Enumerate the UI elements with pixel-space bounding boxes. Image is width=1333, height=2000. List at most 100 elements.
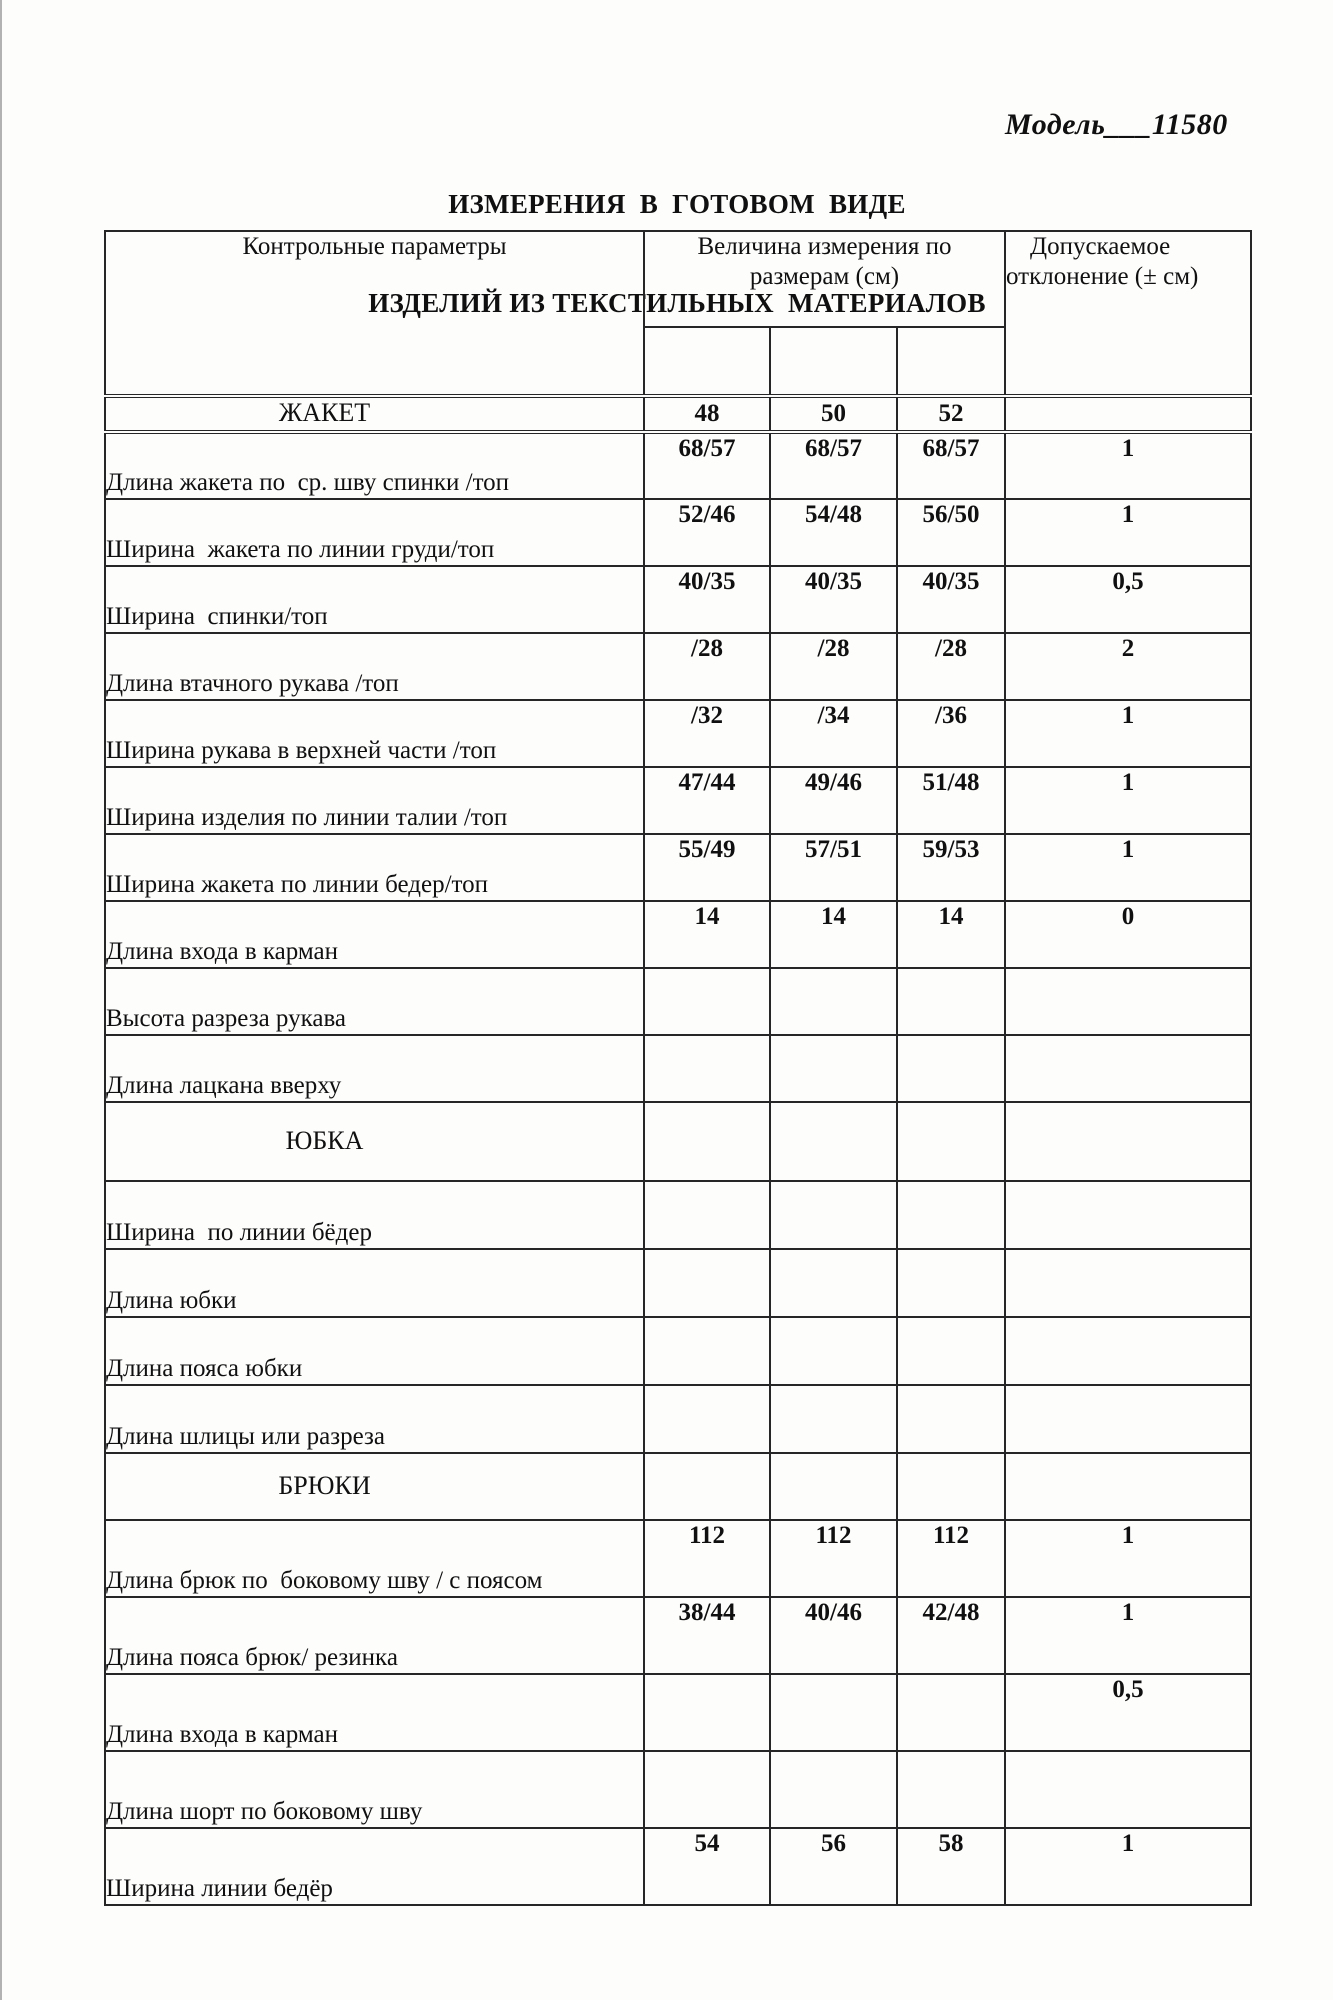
row-value-size-48: 40/35: [643, 565, 771, 634]
row-value-size-50: [769, 1452, 898, 1521]
row-value-size-48: [643, 1034, 771, 1103]
row-label: Длина входа в карман: [104, 900, 645, 969]
row-deviation: 0,5: [1004, 565, 1253, 634]
row-deviation: [1004, 1034, 1253, 1103]
row-deviation: 1: [1004, 1596, 1253, 1675]
row-value-size-50: 40/46: [769, 1596, 898, 1675]
row-value-size-52: [895, 1101, 1007, 1182]
subheader-size-cell-1: [643, 326, 771, 397]
row-value-size-52: /36: [895, 699, 1007, 768]
row-value-size-48: [643, 1750, 771, 1829]
row-value-size-50: [769, 1180, 898, 1250]
row-label: Ширина рукава в верхней части /топ: [104, 699, 645, 768]
row-deviation: 1: [1004, 833, 1253, 902]
row-value-size-48: 68/57: [643, 431, 771, 500]
table-row: Ширина по линии бёдер: [104, 1180, 1253, 1250]
row-label: Длина шорт по боковому шву: [104, 1750, 645, 1829]
document-title-line1: ИЗМЕРЕНИЯ В ГОТОВОМ ВИДЕ: [448, 189, 906, 219]
row-value-size-48: 52/46: [643, 498, 771, 567]
row-deviation: 0,5: [1004, 1673, 1253, 1752]
row-label: Ширина по линии бёдер: [104, 1180, 645, 1250]
row-value-size-52: [895, 1384, 1007, 1454]
row-deviation: 1: [1004, 699, 1253, 768]
table-subheader-row: [105, 326, 1251, 397]
row-label: Длина шлицы или разреза: [104, 1384, 645, 1454]
table-header-row: Контрольные параметры Величина измерения…: [104, 230, 1253, 397]
row-label: Ширина изделия по линии талии /топ: [104, 766, 645, 835]
model-number: Модель___11580: [1005, 108, 1228, 141]
table-row: Длина втачного рукава /топ /28 /28 /28 2: [104, 632, 1253, 701]
row-value-size-48: [643, 1673, 771, 1752]
subheader-size-cell-3: [895, 326, 1007, 397]
row-value-size-52: 14: [895, 900, 1007, 969]
row-value-size-50: [769, 1316, 898, 1386]
row-deviation: [1004, 1180, 1253, 1250]
row-label: Длина жакета по ср. шву спинки /топ: [104, 431, 645, 500]
header-allowed-deviation: Допускаемое отклонение (± см): [1004, 230, 1253, 397]
row-deviation: 1: [1004, 766, 1253, 835]
row-deviation: 0: [1004, 900, 1253, 969]
row-value-size-48: 47/44: [643, 766, 771, 835]
table-row: Ширина жакета по линии бедер/топ 55/49 5…: [104, 833, 1253, 902]
table-row: Длина жакета по ср. шву спинки /топ 68/5…: [104, 431, 1253, 500]
table-row: Ширина спинки/топ 40/35 40/35 40/35 0,5: [104, 565, 1253, 634]
row-value-size-50: 49/46: [769, 766, 898, 835]
row-value-size-52: [895, 1248, 1007, 1318]
row-deviation: 1: [1004, 1519, 1253, 1598]
row-value-size-48: 55/49: [643, 833, 771, 902]
subheader-size-cell-2: [769, 326, 898, 397]
row-label: Ширина жакета по линии груди/топ: [104, 498, 645, 567]
table-row: Длина входа в карман 0,5: [104, 1673, 1253, 1752]
table-row: Ширина жакета по линии груди/топ 52/46 5…: [104, 498, 1253, 567]
row-value-size-50: 54/48: [769, 498, 898, 567]
row-value-size-48: [643, 1316, 771, 1386]
row-label: ЖАКЕТ: [104, 394, 645, 434]
row-value-size-48: 54: [643, 1827, 771, 1906]
header-measurement-by-sizes: Величина измерения по размерам (см): [642, 230, 1007, 328]
row-value-size-50: 68/57: [769, 431, 898, 500]
row-value-size-52: [895, 1750, 1007, 1829]
row-value-size-50: 56: [769, 1827, 898, 1906]
row-value-size-48: 112: [643, 1519, 771, 1598]
row-value-size-50: [769, 1673, 898, 1752]
row-value-size-52: 112: [895, 1519, 1007, 1598]
row-label: Высота разреза рукава: [104, 967, 645, 1036]
row-value-size-50: 50: [769, 394, 898, 434]
table-row: Длина шорт по боковому шву: [104, 1750, 1253, 1829]
row-value-size-52: [895, 1180, 1007, 1250]
table-row: Высота разреза рукава: [104, 967, 1253, 1036]
row-value-size-52: 42/48: [895, 1596, 1007, 1675]
row-value-size-50: [769, 1101, 898, 1182]
row-value-size-48: [643, 967, 771, 1036]
row-deviation: [1004, 1316, 1253, 1386]
row-value-size-48: /32: [643, 699, 771, 768]
row-value-size-50: [769, 1384, 898, 1454]
row-value-size-48: [643, 1384, 771, 1454]
header-control-parameters: Контрольные параметры: [104, 230, 645, 397]
row-value-size-48: 14: [643, 900, 771, 969]
row-value-size-52: 40/35: [895, 565, 1007, 634]
row-value-size-50: 112: [769, 1519, 898, 1598]
table-row: Длина пояса брюк/ резинка 38/44 40/46 42…: [104, 1596, 1253, 1675]
row-label: Длина пояса юбки: [104, 1316, 645, 1386]
row-label: Длина пояса брюк/ резинка: [104, 1596, 645, 1675]
row-deviation: [1004, 967, 1253, 1036]
row-value-size-50: [769, 1034, 898, 1103]
row-label: ЮБКА: [104, 1101, 645, 1182]
table-row: Длина юбки: [104, 1248, 1253, 1318]
row-label: Длина втачного рукава /топ: [104, 632, 645, 701]
table-row: ЖАКЕТ 48 50 52: [104, 394, 1253, 434]
table-row: Ширина линии бедёр 54 56 58 1: [104, 1827, 1253, 1906]
row-value-size-52: 51/48: [895, 766, 1007, 835]
row-deviation: [1004, 1248, 1253, 1318]
row-value-size-48: [643, 1101, 771, 1182]
table-row: Длина пояса юбки: [104, 1316, 1253, 1386]
row-label: Длина брюк по боковому шву / с поясом: [104, 1519, 645, 1598]
row-deviation: 1: [1004, 1827, 1253, 1906]
table-row: Длина шлицы или разреза: [104, 1384, 1253, 1454]
row-value-size-50: [769, 1248, 898, 1318]
row-label: Ширина спинки/топ: [104, 565, 645, 634]
row-deviation: [1004, 1384, 1253, 1454]
table-row: ЮБКА: [104, 1101, 1253, 1182]
